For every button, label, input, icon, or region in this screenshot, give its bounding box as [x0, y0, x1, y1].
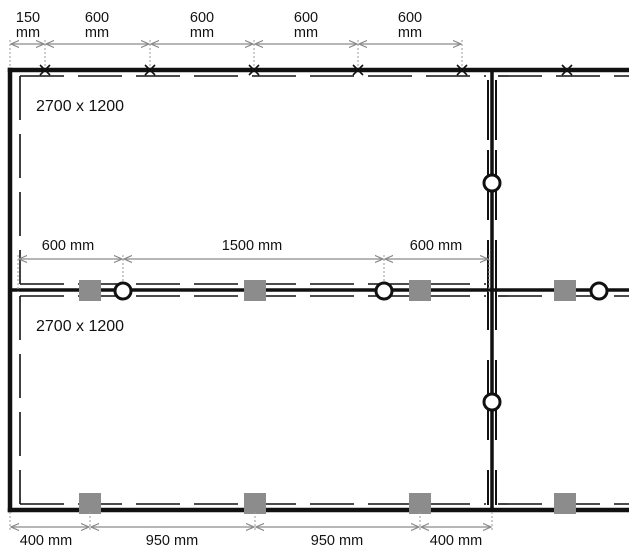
support-squares [79, 280, 576, 514]
support-block [244, 493, 266, 514]
cross-mark-icon [248, 64, 260, 76]
support-block [554, 280, 576, 301]
bottom-dimension-row: 400 mm 950 mm 950 mm 400 mm [9, 512, 493, 548]
top-dim-1-value: 150 [16, 10, 40, 26]
support-block [409, 493, 431, 514]
middle-dimension-row: 600 mm 1500 mm 600 mm [17, 238, 490, 292]
middle-dim-2: 1500 mm [222, 238, 282, 254]
bottom-dim-1: 400 mm [20, 533, 72, 548]
top-dimension-row: 150 mm 600 mm 600 mm 600 mm 600 mm [9, 10, 463, 70]
cross-mark-icon [456, 64, 468, 76]
circle-fasteners [113, 173, 609, 412]
ring-fastener-icon [482, 173, 502, 193]
top-dim-2-value: 600 [85, 10, 109, 26]
top-dim-4-unit: mm [294, 25, 318, 41]
ring-fastener-icon [113, 281, 133, 301]
cross-mark-icon [144, 64, 156, 76]
frame [7, 67, 629, 513]
top-dim-4-value: 600 [294, 10, 318, 26]
ring-fastener-icon [374, 281, 394, 301]
support-block [79, 280, 101, 301]
top-dim-5-value: 600 [398, 10, 422, 26]
fastener-marks [39, 64, 573, 76]
support-block [244, 280, 266, 301]
top-dim-1-unit: mm [16, 25, 40, 41]
ring-fastener-icon [482, 392, 502, 412]
bottom-dim-3: 950 mm [311, 533, 363, 548]
bottom-dim-2: 950 mm [146, 533, 198, 548]
support-block [409, 280, 431, 301]
cross-mark-icon [352, 64, 364, 76]
support-block [79, 493, 101, 514]
top-dim-2-unit: mm [85, 25, 109, 41]
top-dim-3-unit: mm [190, 25, 214, 41]
cross-mark-icon [561, 64, 573, 76]
middle-dim-3: 600 mm [410, 238, 462, 254]
top-dim-5-unit: mm [398, 25, 422, 41]
support-block [554, 493, 576, 514]
cross-mark-icon [39, 64, 51, 76]
middle-dim-1: 600 mm [42, 238, 94, 254]
top-dim-3-value: 600 [190, 10, 214, 26]
ring-fastener-icon [589, 281, 609, 301]
upper-panel-label: 2700 x 1200 [36, 98, 124, 115]
bottom-dim-4: 400 mm [430, 533, 482, 548]
lower-panel-label: 2700 x 1200 [36, 318, 124, 335]
